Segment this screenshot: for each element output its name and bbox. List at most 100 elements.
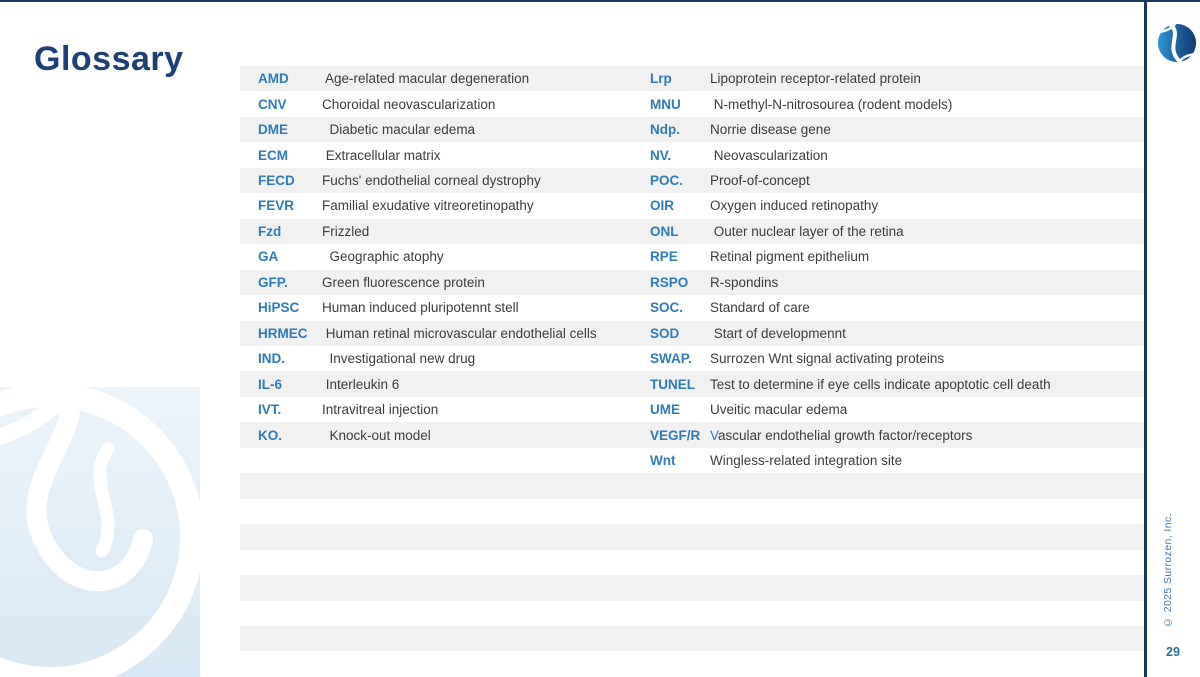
definition-prefix: V	[710, 427, 719, 443]
definition-wrap: Start of developmennt	[710, 326, 846, 341]
glossary-cell-left	[240, 524, 640, 549]
definition: Interleukin 6	[322, 376, 400, 392]
glossary-table: AMD Age-related macular degeneration Lrp…	[240, 66, 1144, 677]
abbreviation: HiPSC	[258, 300, 300, 316]
abbreviation: ONL	[650, 223, 679, 239]
definition-wrap: Oxygen induced retinopathy	[710, 198, 878, 213]
definition-wrap: Uveitic macular edema	[710, 402, 847, 417]
glossary-row: GA Geographic atophy RPE Retinal pigment…	[240, 244, 1144, 269]
copyright-vertical-text: © 2025 Surrozen, Inc.	[1162, 513, 1174, 629]
definition: R-spondins	[710, 274, 779, 290]
glossary-row: IVT. Intravitreal injection UME Uveitic …	[240, 397, 1144, 422]
glossary-row	[240, 651, 1144, 676]
glossary-cell-left: HiPSC Human induced pluripotennt stell	[240, 295, 640, 320]
watermark-swan-icon	[0, 367, 204, 677]
definition: Surrozen Wnt signal activating proteins	[710, 351, 945, 367]
glossary-cell-right	[640, 473, 1144, 498]
glossary-row: Fzd Frizzled ONL Outer nuclear layer of …	[240, 218, 1144, 245]
definition: Uveitic macular edema	[710, 402, 848, 418]
glossary-cell-left	[240, 601, 640, 626]
definition: Frizzled	[322, 223, 370, 239]
glossary-row	[240, 524, 1144, 550]
definition: Intravitreal injection	[322, 402, 439, 418]
abbreviation: Wnt	[650, 453, 676, 469]
definition: Human induced pluripotennt stell	[322, 300, 519, 316]
abbreviation: DME	[258, 122, 288, 138]
definition: Familial exudative vitreoretinopathy	[322, 198, 534, 214]
definition: Investigational new drug	[322, 351, 476, 367]
glossary-cell-left: HRMEC Human retinal microvascular endoth…	[240, 321, 640, 346]
glossary-row	[240, 601, 1144, 626]
glossary-cell-right: Lrp Lipoprotein receptor-related protein	[640, 66, 1144, 91]
glossary-cell-right: UME Uveitic macular edema	[640, 397, 1144, 422]
glossary-cell-right	[640, 575, 1144, 600]
definition: Lipoprotein receptor-related protein	[710, 71, 921, 87]
glossary-cell-left	[240, 575, 640, 600]
glossary-cell-left: CNV Choroidal neovascularization	[240, 91, 640, 116]
glossary-row: Wnt Wingless-related integration site	[240, 448, 1144, 473]
glossary-cell-left	[240, 499, 640, 524]
glossary-row	[240, 473, 1144, 499]
abbreviation: ECM	[258, 147, 288, 163]
glossary-row: CNV Choroidal neovascularization MNU N-m…	[240, 91, 1144, 116]
glossary-row: DME Diabetic macular edema Ndp. Norrie d…	[240, 116, 1144, 143]
glossary-cell-right	[640, 550, 1144, 575]
glossary-cell-right: TUNEL Test to determine if eye cells ind…	[640, 371, 1144, 396]
abbreviation: POC.	[650, 173, 684, 189]
definition: Standard of care	[710, 300, 810, 316]
abbreviation: Lrp	[650, 71, 672, 87]
definition-wrap: Standard of care	[710, 300, 810, 315]
definition-wrap: Outer nuclear layer of the retina	[710, 224, 904, 239]
glossary-cell-left: KO. Knock-out model	[240, 422, 640, 447]
glossary-row: GFP. Green fluorescence protein RSPO R-s…	[240, 269, 1144, 296]
definition: Outer nuclear layer of the retina	[710, 223, 904, 239]
surrozen-logo-icon	[1156, 22, 1198, 64]
glossary-cell-right: SOD Start of developmennt	[640, 321, 1144, 346]
glossary-cell-right	[640, 499, 1144, 524]
glossary-cell-right: SWAP. Surrozen Wnt signal activating pro…	[640, 346, 1144, 371]
definition-wrap: Retinal pigment epithelium	[710, 249, 869, 264]
glossary-row	[240, 625, 1144, 652]
abbreviation: CNV	[258, 96, 287, 112]
abbreviation: OIR	[650, 198, 675, 214]
glossary-cell-left	[240, 550, 640, 575]
definition: Wingless-related integration site	[710, 453, 903, 469]
abbreviation: UME	[650, 402, 680, 418]
abbreviation: IL-6	[258, 376, 283, 392]
glossary-cell-left: ECM Extracellular matrix	[240, 142, 640, 167]
definition: Norrie disease gene	[710, 122, 831, 138]
definition: Knock-out model	[322, 427, 431, 443]
definition: Fuchs' endothelial corneal dystrophy	[322, 173, 541, 189]
abbreviation: SOC.	[650, 300, 684, 316]
top-accent-line	[0, 0, 1200, 2]
glossary-cell-left: IVT. Intravitreal injection	[240, 397, 640, 422]
page-title: Glossary	[34, 40, 184, 78]
glossary-cell-left: IL-6 Interleukin 6	[240, 371, 640, 396]
right-accent-line	[1144, 0, 1147, 677]
definition: Extracellular matrix	[322, 147, 441, 163]
definition: Start of developmennt	[710, 325, 846, 341]
glossary-row	[240, 499, 1144, 524]
glossary-cell-right: RPE Retinal pigment epithelium	[640, 244, 1144, 269]
glossary-row: KO. Knock-out model VEGF/R Vascular endo…	[240, 422, 1144, 448]
abbreviation: HRMEC	[258, 325, 308, 341]
glossary-cell-left: FEVR Familial exudative vitreoretinopath…	[240, 193, 640, 218]
glossary-row: AMD Age-related macular degeneration Lrp…	[240, 66, 1144, 92]
glossary-cell-right: VEGF/R Vascular endothelial growth facto…	[640, 422, 1144, 447]
glossary-cell-left: IND. Investigational new drug	[240, 346, 640, 371]
abbreviation: AMD	[258, 71, 289, 87]
definition: Retinal pigment epithelium	[710, 249, 870, 265]
glossary-cell-right: Wnt Wingless-related integration site	[640, 448, 1144, 473]
definition-wrap: R-spondins	[710, 275, 778, 290]
abbreviation: KO.	[258, 427, 283, 443]
abbreviation: GFP.	[258, 274, 288, 290]
glossary-cell-left	[240, 626, 640, 651]
glossary-row	[240, 575, 1144, 601]
abbreviation: MNU	[650, 96, 681, 112]
abbreviation: Ndp.	[650, 122, 680, 138]
definition-wrap: N-methyl-N-nitrosourea (rodent models)	[710, 97, 953, 112]
glossary-cell-right: MNU N-methyl-N-nitrosourea (rodent model…	[640, 91, 1144, 116]
glossary-row: IL-6 Interleukin 6 TUNEL Test to determi…	[240, 371, 1144, 397]
page-number: 29	[1166, 645, 1180, 659]
definition: Neovascularization	[710, 147, 828, 163]
